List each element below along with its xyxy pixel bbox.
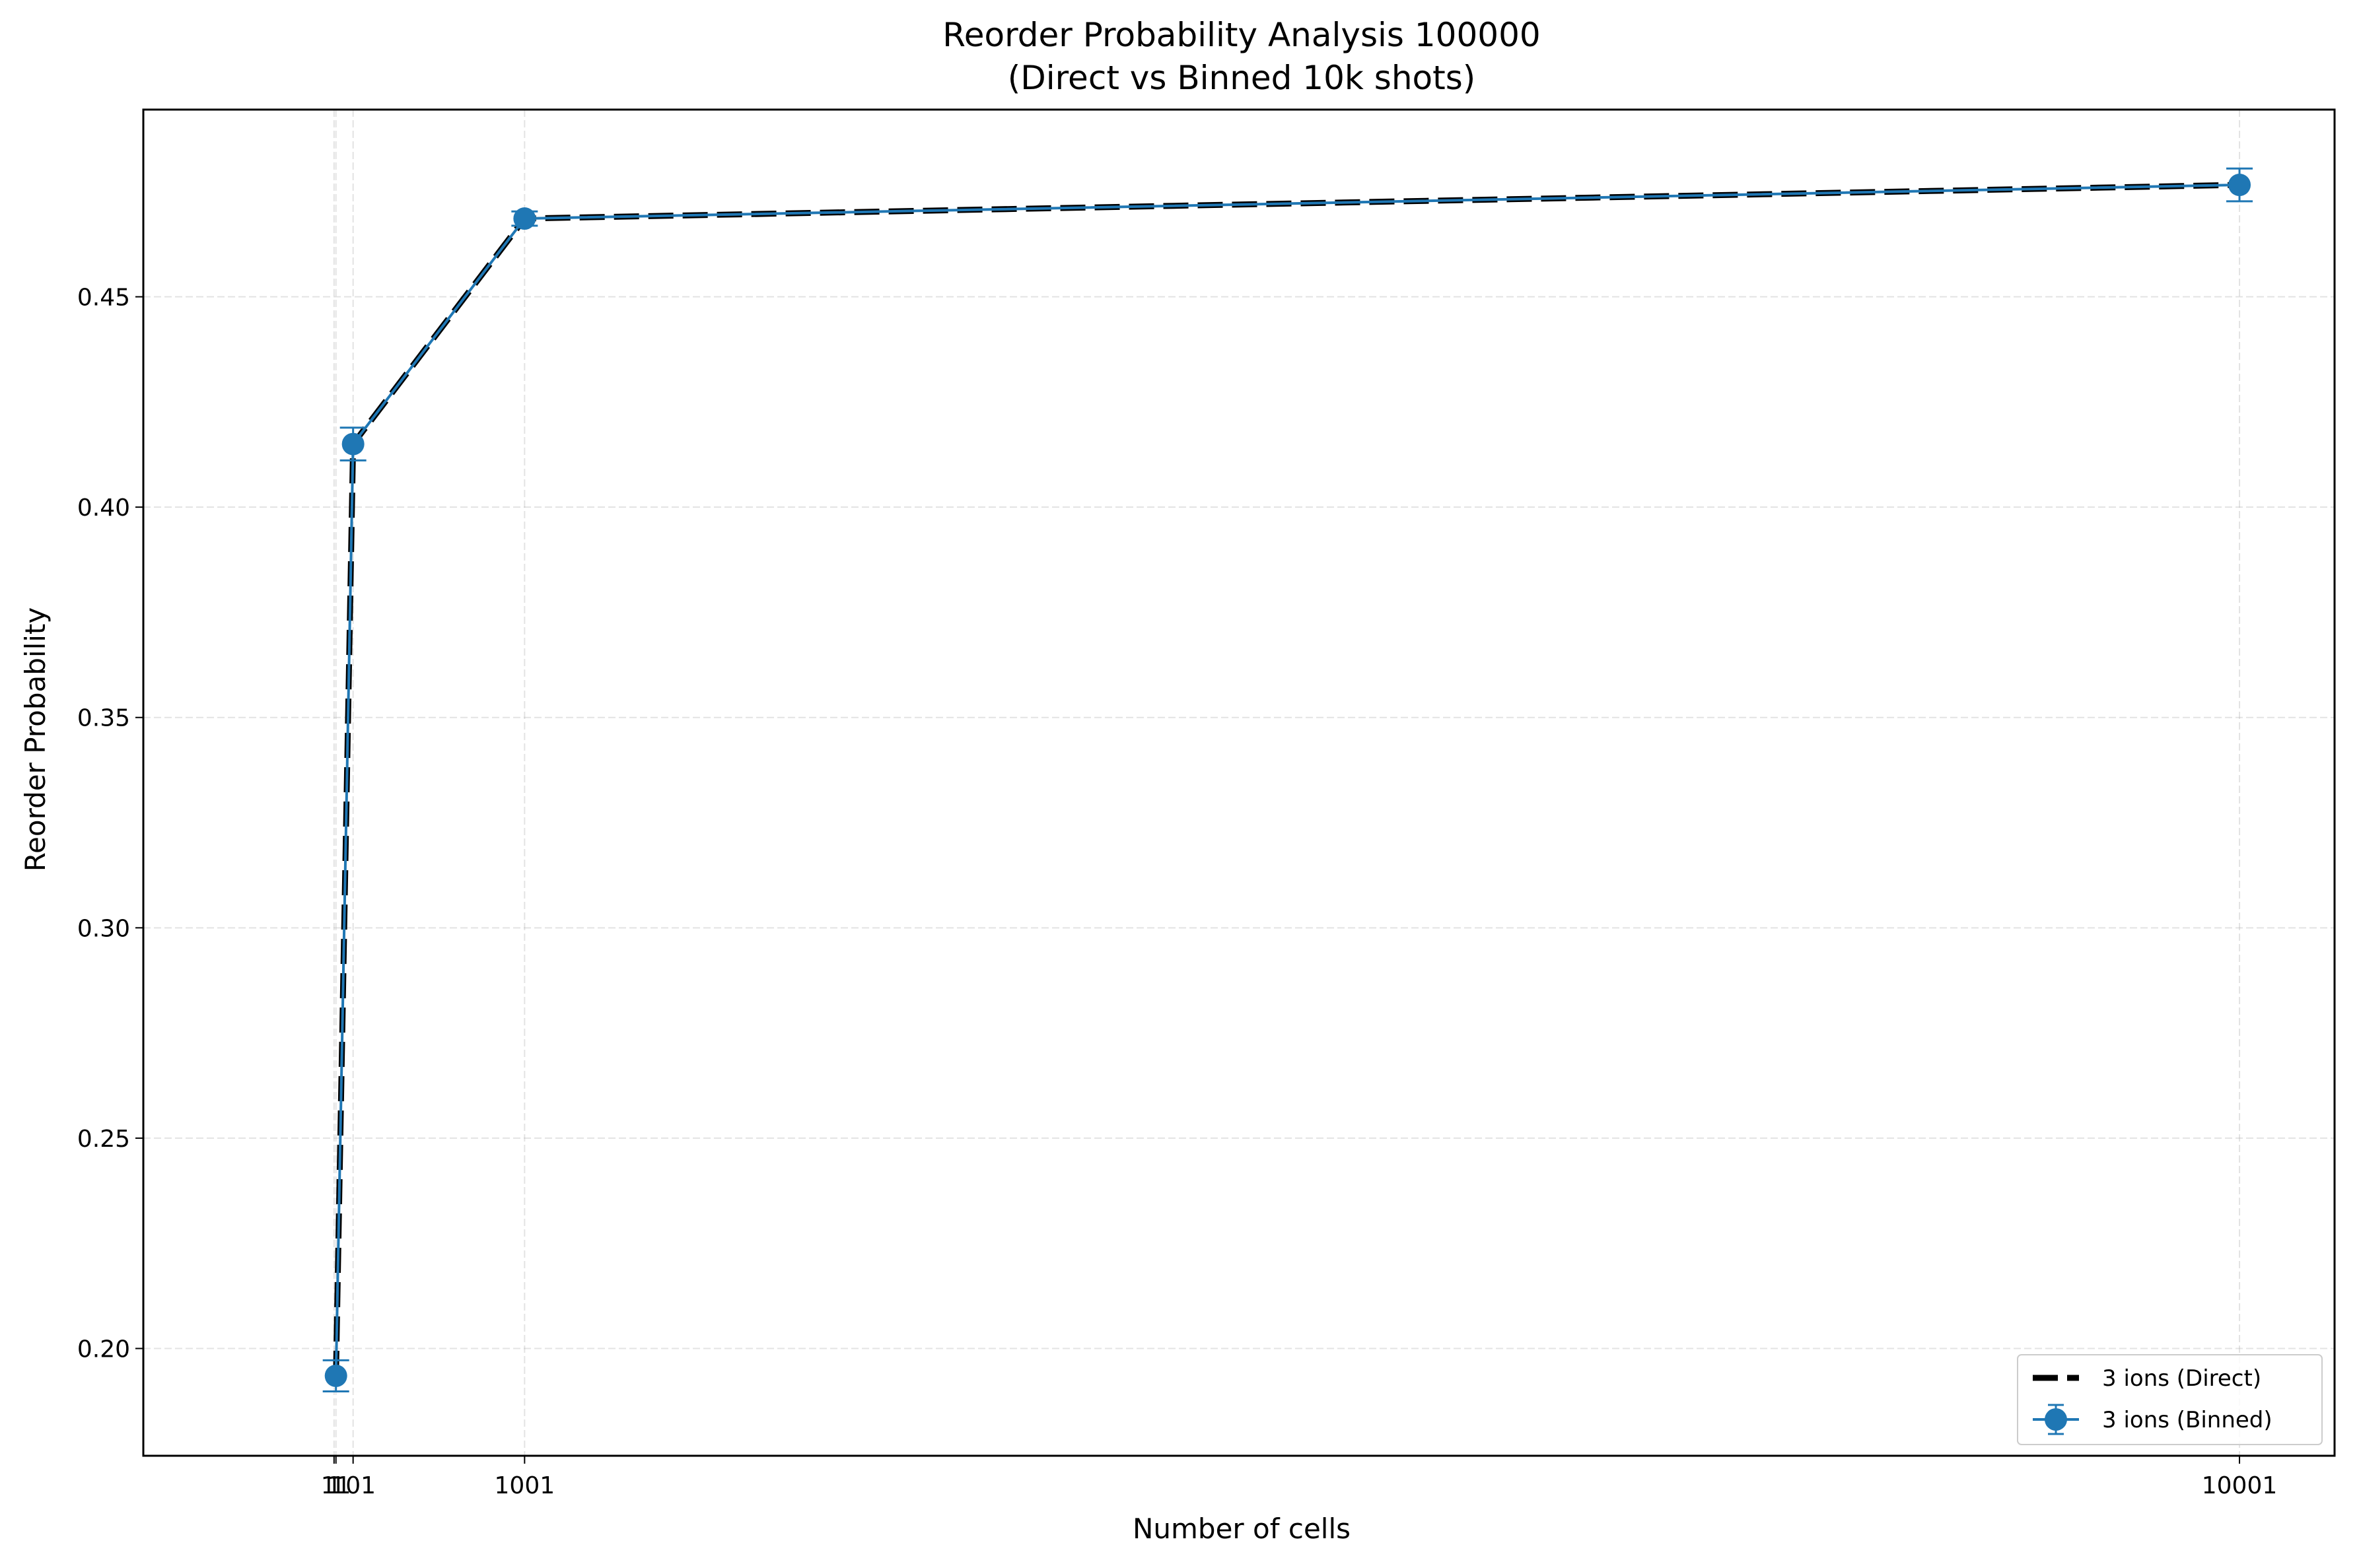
data-point [513,207,536,230]
y-tick-label: 0.40 [77,494,130,522]
y-axis-label: Reorder Probability [19,607,52,872]
series-line-binned [334,184,2240,1376]
legend: 3 ions (Direct) 3 ions (Binned) [2017,1354,2323,1445]
y-tick-label: 0.35 [77,705,130,732]
data-point [341,432,365,456]
chart-title: Reorder Probability Analysis 100000 [942,16,1540,54]
data-point [324,1364,347,1387]
legend-label-binned: 3 ions (Binned) [2102,1407,2272,1433]
data-point [2228,174,2251,197]
series-binned [322,167,2253,1393]
legend-box [2017,1354,2323,1445]
x-tick-label: 101 [330,1472,376,1499]
chart-subtitle: (Direct vs Binned 10k shots) [1008,59,1476,97]
legend-label-direct: 3 ions (Direct) [2102,1365,2261,1392]
x-axis-label: Number of cells [1133,1513,1351,1545]
plot-frame [142,108,2336,1457]
y-tick-label: 0.25 [77,1126,130,1153]
x-tick-label: 11 [321,1472,351,1499]
y-axis-ticks: 0.20 0.25 0.30 0.35 0.40 0.45 [77,285,143,1363]
legend-swatch-binned-marker [2045,1408,2067,1431]
y-tick-label: 0.20 [77,1336,130,1363]
x-tick-label: 1001 [495,1472,555,1499]
x-tick-label: 10001 [2202,1472,2278,1499]
y-tick-label: 0.45 [77,285,130,312]
x-tick-label: 1 [326,1472,341,1499]
y-tick-label: 0.30 [77,915,130,942]
